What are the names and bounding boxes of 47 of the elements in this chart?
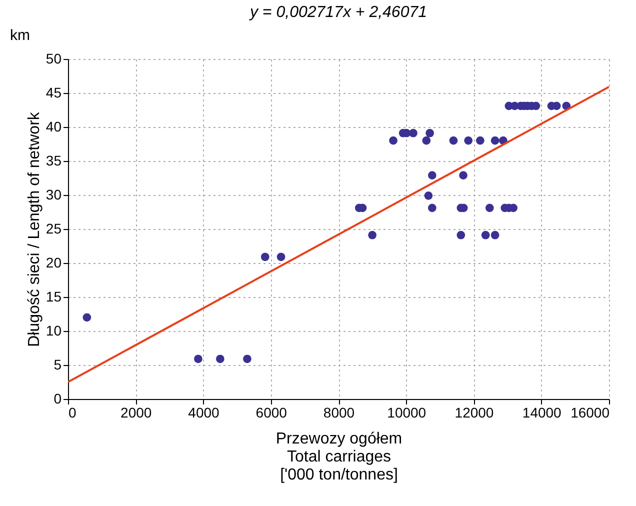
y-tick-label: 20	[46, 254, 62, 270]
x-tick-label: 0	[68, 404, 76, 420]
point	[459, 171, 468, 180]
x-axis-title: Przewozy ogółem Total carriages ['000 ton/tonnes]	[276, 430, 402, 484]
y-tick-label: 25	[46, 220, 62, 236]
point	[216, 354, 224, 364]
point	[260, 252, 270, 262]
y-axis-title: Długość sieci / Length of network	[26, 111, 43, 347]
text: km	[10, 27, 30, 44]
point	[389, 136, 398, 145]
x-tick-label: 12000	[454, 404, 494, 420]
chart-title: y = 0,002717x + 2,46071	[248, 4, 428, 21]
point	[481, 230, 490, 240]
x-tick-label: 10000	[387, 404, 426, 420]
point	[82, 313, 92, 322]
point	[276, 252, 286, 262]
point	[476, 136, 484, 145]
y-tick-label: 45	[46, 84, 62, 100]
point	[243, 354, 252, 364]
x-tick-label: 8000	[323, 404, 355, 420]
point	[194, 354, 202, 364]
point	[428, 204, 436, 212]
y-tick-label: 15	[46, 288, 62, 304]
point	[464, 136, 473, 145]
point	[449, 136, 458, 145]
x-tick-label: 6000	[256, 404, 288, 420]
point	[490, 230, 500, 240]
point	[456, 230, 466, 240]
x-tick-label: 16000	[570, 404, 610, 420]
y-tick-label: 10	[46, 322, 62, 338]
y-tick-label: 0	[54, 390, 62, 406]
point	[424, 192, 433, 200]
x-tick-label: 2000	[120, 404, 152, 420]
point	[409, 128, 418, 138]
y-tick-label: 40	[46, 118, 62, 134]
point	[368, 230, 376, 240]
y-tick-label: 5	[54, 356, 62, 372]
point	[490, 136, 500, 145]
y-tick-label: 30	[46, 186, 62, 202]
point	[422, 136, 431, 145]
y-tick-label: 50	[46, 50, 62, 66]
x-tick-label: 14000	[522, 404, 562, 420]
point	[426, 128, 434, 138]
point	[485, 204, 494, 212]
y-tick-label: 35	[46, 152, 62, 168]
x-tick-label: 4000	[188, 404, 220, 420]
point	[428, 171, 436, 180]
